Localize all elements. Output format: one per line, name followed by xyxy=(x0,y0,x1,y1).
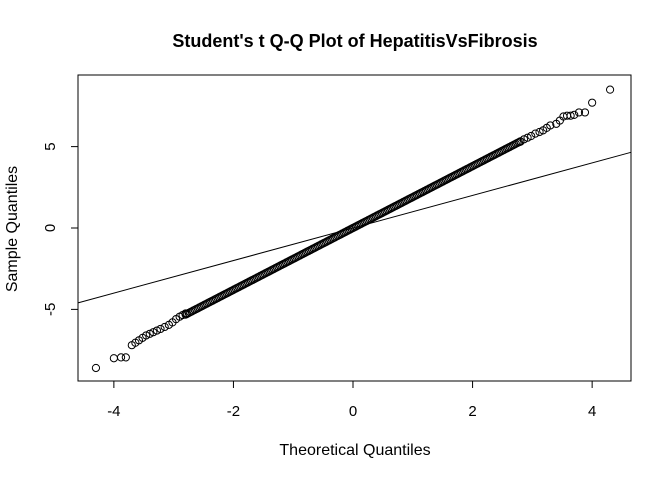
data-point xyxy=(160,322,169,332)
data-point xyxy=(546,121,555,130)
x-tick-label: -4 xyxy=(107,403,120,420)
points-group xyxy=(91,85,615,373)
data-point xyxy=(516,137,525,146)
x-tick-label: -2 xyxy=(227,403,240,420)
data-point xyxy=(156,324,165,334)
data-point xyxy=(580,108,590,117)
y-tick-label: -5 xyxy=(42,303,59,316)
data-point xyxy=(514,138,523,147)
x-tick-label: 2 xyxy=(468,403,476,420)
data-point xyxy=(570,110,579,119)
chart-title: Student's t Q-Q Plot of HepatitisVsFibro… xyxy=(172,31,537,51)
data-point xyxy=(566,111,575,120)
y-tick-label: 0 xyxy=(42,224,59,232)
data-point xyxy=(109,354,118,363)
data-point xyxy=(121,353,130,362)
x-tick-label: 0 xyxy=(349,403,357,420)
data-point xyxy=(588,98,597,107)
data-point xyxy=(531,129,540,138)
data-point xyxy=(527,131,536,141)
x-axis-label: Theoretical Quantiles xyxy=(279,442,430,459)
data-point xyxy=(574,108,584,117)
y-tick-label: 5 xyxy=(42,142,59,150)
y-axis-label: Sample Quantiles xyxy=(4,166,21,292)
data-point xyxy=(91,363,101,373)
axis-ticks: -4 -2 0 2 4 -5 0 5 xyxy=(42,142,596,420)
data-point xyxy=(116,353,126,362)
x-tick-label: 4 xyxy=(588,403,596,420)
data-point xyxy=(605,85,615,94)
